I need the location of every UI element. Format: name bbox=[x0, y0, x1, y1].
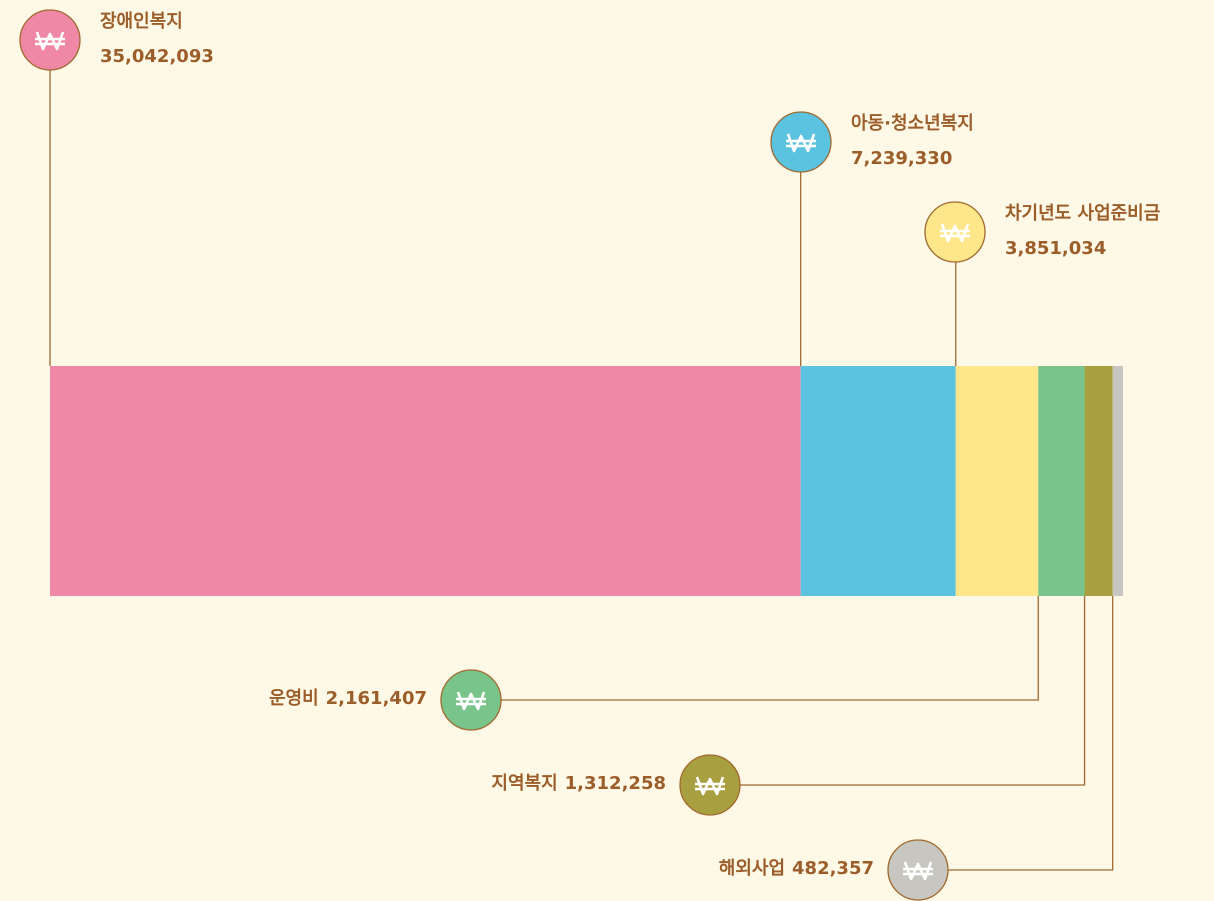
bar-segment bbox=[1038, 366, 1085, 596]
category-label: 아동·청소년복지 bbox=[851, 113, 974, 134]
won-icon bbox=[695, 776, 725, 796]
bar-segment bbox=[50, 366, 801, 596]
callout: 운영비 2,161,407 bbox=[269, 596, 1039, 731]
value-label: 35,042,093 bbox=[100, 46, 214, 67]
won-icon bbox=[903, 861, 933, 881]
callout: 장애인복지 35,042,093 bbox=[19, 9, 214, 366]
category-label: 장애인복지 bbox=[100, 11, 183, 32]
won-icon bbox=[786, 133, 816, 153]
won-icon bbox=[456, 691, 486, 711]
value-label: 3,851,034 bbox=[1005, 238, 1106, 259]
bar-segment bbox=[800, 366, 956, 596]
won-icon bbox=[35, 31, 65, 51]
won-icon bbox=[940, 223, 970, 243]
callout: 차기년도 사업준비금 3,851,034 bbox=[924, 201, 1160, 366]
callout: 아동·청소년복지 7,239,330 bbox=[770, 111, 974, 366]
callout: 지역복지 1,312,258 bbox=[491, 596, 1086, 816]
value-label: 7,239,330 bbox=[851, 148, 952, 169]
leader-line bbox=[501, 596, 1039, 701]
value-label: 2,161,407 bbox=[326, 688, 427, 709]
bar-segment bbox=[1084, 366, 1113, 596]
callout-label: 지역복지 1,312,258 bbox=[491, 773, 666, 794]
callout-label: 운영비 2,161,407 bbox=[269, 688, 427, 709]
value-label: 482,357 bbox=[792, 858, 874, 879]
bar-segment bbox=[1112, 366, 1123, 596]
category-label: 운영비 bbox=[269, 688, 319, 709]
category-label: 차기년도 사업준비금 bbox=[1005, 203, 1160, 224]
leader-line bbox=[740, 596, 1086, 786]
category-label: 지역복지 bbox=[491, 773, 557, 794]
bar-segment bbox=[955, 366, 1039, 596]
value-label: 1,312,258 bbox=[565, 773, 666, 794]
category-label: 해외사업 bbox=[719, 858, 785, 879]
callout-label: 해외사업 482,357 bbox=[719, 858, 874, 879]
callout: 해외사업 482,357 bbox=[719, 596, 1114, 901]
leader-line bbox=[948, 596, 1114, 871]
